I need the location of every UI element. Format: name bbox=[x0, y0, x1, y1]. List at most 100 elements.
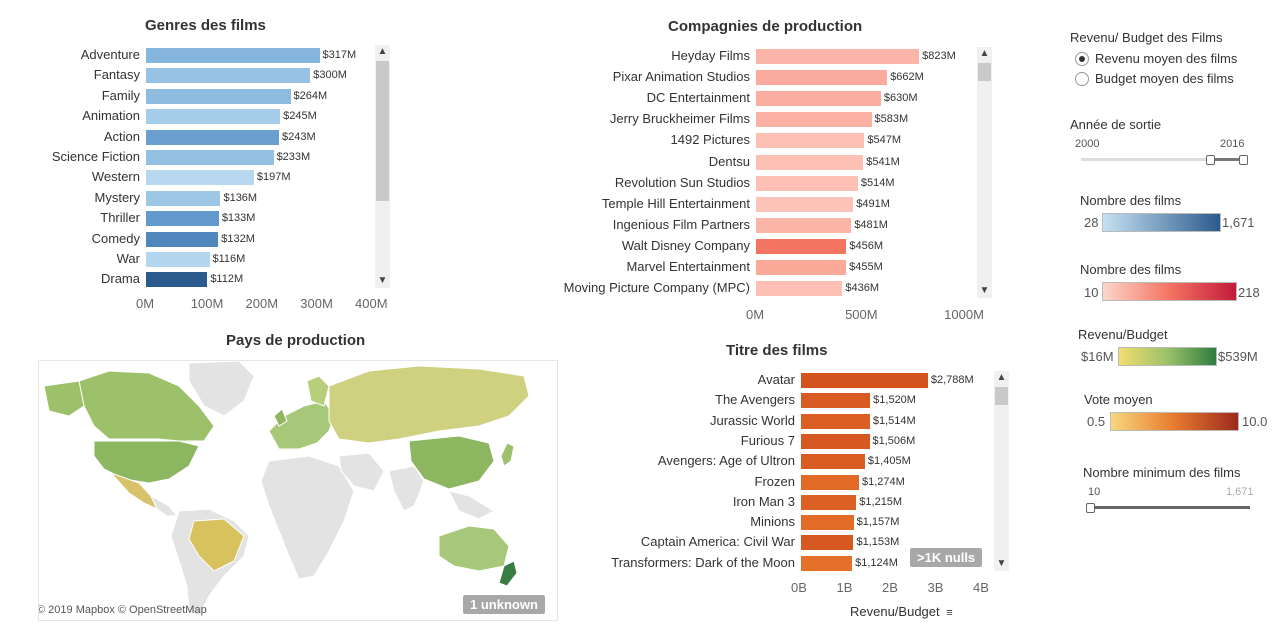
nulls-badge[interactable]: >1K nulls bbox=[910, 548, 983, 567]
titles-bar[interactable] bbox=[801, 454, 865, 470]
companies-bar[interactable] bbox=[756, 112, 872, 128]
map-title: Pays de production bbox=[226, 332, 366, 349]
genres-bar-value: $300M bbox=[313, 69, 347, 82]
world-map[interactable]: © 2019 Mapbox © OpenStreetMap 1 unknown bbox=[38, 360, 558, 621]
genres-scrollbar[interactable]: ▲ ▼ bbox=[375, 45, 390, 288]
titles-bar-label: Captain America: Civil War bbox=[640, 534, 795, 550]
ratio-min: $16M bbox=[1081, 349, 1114, 364]
genres-bar[interactable] bbox=[146, 190, 221, 206]
scroll-up-arrow-icon[interactable]: ▲ bbox=[996, 372, 1007, 383]
unknown-badge[interactable]: 1 unknown bbox=[463, 595, 545, 614]
year-slider-min-handle[interactable] bbox=[1206, 155, 1215, 165]
titles-bar[interactable] bbox=[801, 474, 859, 490]
companies-bar[interactable] bbox=[756, 260, 847, 275]
ratio-color-ramp bbox=[1118, 347, 1217, 366]
radio-budget-label[interactable]: Budget moyen des films bbox=[1095, 71, 1234, 86]
ratio-legend-title: Revenu/Budget bbox=[1078, 327, 1168, 342]
scroll-down-arrow-icon[interactable]: ▼ bbox=[996, 558, 1007, 569]
genres-bar-value: $233M bbox=[276, 151, 311, 163]
scroll-up-arrow-icon[interactable]: ▲ bbox=[377, 46, 388, 57]
sort-icon[interactable]: ≡ bbox=[946, 607, 953, 619]
companies-bar[interactable] bbox=[756, 175, 858, 191]
genres-axis-tick: 400M bbox=[355, 296, 388, 311]
companies-bar-value: $456M bbox=[849, 239, 883, 252]
year-slider-range[interactable] bbox=[1210, 158, 1243, 161]
genres-bar-label: Mystery bbox=[94, 189, 141, 205]
genres-bar[interactable] bbox=[146, 129, 280, 145]
genres-bar[interactable] bbox=[146, 170, 254, 186]
china-shape bbox=[408, 435, 495, 490]
min-films-slider-track[interactable] bbox=[1090, 506, 1250, 509]
year-slider-track[interactable] bbox=[1081, 158, 1245, 161]
scroll-thumb[interactable] bbox=[995, 387, 1008, 405]
genres-bar-value: $317M bbox=[322, 49, 357, 61]
companies-bar[interactable] bbox=[756, 238, 847, 254]
titles-bar[interactable] bbox=[801, 413, 870, 429]
russia-shape bbox=[328, 365, 530, 444]
companies-bar-value: $662M bbox=[890, 71, 924, 84]
companies-bar-label: Temple Hill Entertainment bbox=[601, 195, 750, 211]
map-attribution[interactable]: © 2019 Mapbox © OpenStreetMap bbox=[38, 604, 207, 616]
scroll-thumb[interactable] bbox=[978, 63, 991, 81]
year-slider-max-handle[interactable] bbox=[1239, 155, 1248, 165]
scroll-thumb[interactable] bbox=[376, 61, 389, 201]
companies-bar[interactable] bbox=[756, 281, 843, 297]
companies-axis-tick: 0M bbox=[746, 307, 765, 322]
titles-bar-label: Minions bbox=[750, 514, 795, 530]
companies-bar[interactable] bbox=[756, 217, 852, 233]
radio-selected-icon[interactable] bbox=[1075, 52, 1089, 66]
radio-revenue-label[interactable]: Revenu moyen des films bbox=[1095, 51, 1238, 66]
titles-bar[interactable] bbox=[801, 433, 870, 449]
genres-bar[interactable] bbox=[146, 48, 320, 63]
brazil-shape bbox=[188, 518, 245, 572]
genres-bar-label: Western bbox=[91, 169, 140, 185]
count-legend-title-1: Nombre des films bbox=[1080, 193, 1182, 208]
scandinavia-shape bbox=[306, 375, 330, 407]
companies-bar-value: $481M bbox=[854, 218, 888, 231]
companies-bar-label: Pixar Animation Studios bbox=[612, 69, 750, 85]
genres-bar-value: $264M bbox=[293, 89, 328, 102]
genres-axis-tick: 200M bbox=[245, 296, 279, 311]
companies-bar[interactable] bbox=[756, 196, 854, 212]
titles-bar[interactable] bbox=[801, 393, 871, 409]
titles-bar-value: $1,157M bbox=[856, 516, 900, 529]
companies-bar-value: $541M bbox=[866, 155, 900, 168]
companies-bar[interactable] bbox=[756, 70, 888, 86]
genres-bar[interactable] bbox=[146, 231, 219, 247]
titles-axis-tick: 1B bbox=[836, 580, 853, 595]
genres-bar[interactable] bbox=[146, 211, 219, 227]
titles-scrollbar[interactable]: ▲ ▼ bbox=[994, 371, 1009, 571]
companies-bar[interactable] bbox=[756, 91, 881, 107]
titles-bar[interactable] bbox=[801, 515, 854, 531]
genres-chart-title: Genres des films bbox=[145, 17, 266, 34]
genres-bar[interactable] bbox=[146, 109, 281, 125]
genres-bar[interactable] bbox=[146, 150, 274, 165]
titles-bar-value: $1,506M bbox=[872, 434, 916, 447]
companies-bar[interactable] bbox=[756, 154, 864, 170]
min-films-slider-handle[interactable] bbox=[1086, 503, 1095, 513]
genres-bar-label: Fantasy bbox=[93, 67, 140, 83]
scroll-up-arrow-icon[interactable]: ▲ bbox=[979, 48, 990, 59]
titles-bar[interactable] bbox=[801, 555, 853, 571]
genres-bar-label: Comedy bbox=[91, 230, 140, 246]
titles-bar-label: Jurassic World bbox=[709, 412, 795, 428]
scroll-down-arrow-icon[interactable]: ▼ bbox=[979, 285, 990, 296]
genres-bar[interactable] bbox=[146, 88, 291, 104]
genres-bar[interactable] bbox=[146, 272, 208, 288]
companies-scrollbar[interactable]: ▲ ▼ bbox=[977, 47, 992, 298]
genres-bar[interactable] bbox=[146, 68, 311, 84]
radio-unselected-icon[interactable] bbox=[1075, 72, 1089, 86]
companies-axis-tick: 500M bbox=[845, 307, 878, 322]
genres-bar-value: $136M bbox=[223, 191, 258, 204]
genres-axis-tick: 0M bbox=[136, 296, 155, 311]
titles-bar[interactable] bbox=[801, 494, 857, 510]
titles-bar[interactable] bbox=[801, 535, 854, 551]
count1-min: 28 bbox=[1084, 215, 1099, 230]
genres-bar[interactable] bbox=[146, 252, 210, 267]
min-films-min: 10 bbox=[1088, 486, 1101, 498]
titles-bar[interactable] bbox=[801, 373, 928, 388]
companies-chart-title: Compagnies de production bbox=[668, 18, 863, 35]
scroll-down-arrow-icon[interactable]: ▼ bbox=[377, 275, 388, 286]
companies-bar[interactable] bbox=[756, 133, 865, 149]
companies-bar[interactable] bbox=[756, 49, 920, 64]
